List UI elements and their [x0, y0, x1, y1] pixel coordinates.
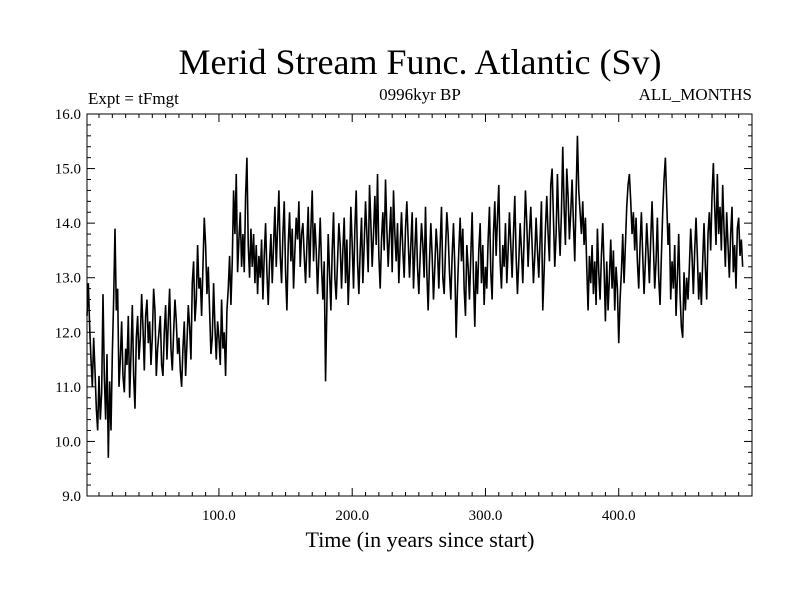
x-tick-label: 400.0	[602, 508, 636, 524]
x-tick-label: 200.0	[335, 508, 369, 524]
experiment-label: Expt = tFmgt	[88, 89, 179, 108]
y-tick-label: 13.0	[55, 271, 81, 287]
months-label: ALL_MONTHS	[639, 85, 752, 104]
chart-title: Merid Stream Func. Atlantic (Sv)	[179, 42, 662, 82]
y-tick-label: 15.0	[55, 162, 81, 178]
y-axis: 9.0 10.0 11.0 12.0 13.0 14.0 15.0 16.0	[55, 107, 752, 505]
plot-frame	[86, 113, 753, 497]
y-tick-label: 11.0	[55, 380, 81, 396]
y-tick-label: 9.0	[62, 489, 81, 505]
x-tick-label: 100.0	[202, 508, 236, 524]
period-label: 0996kyr BP	[379, 85, 461, 104]
y-tick-label: 10.0	[55, 434, 81, 450]
y-tick-label: 16.0	[55, 107, 81, 123]
y-tick-label: 12.0	[55, 325, 81, 341]
series-layer	[86, 135, 744, 458]
y-tick-label: 14.0	[55, 216, 81, 232]
series-line	[86, 135, 744, 458]
x-tick-label: 300.0	[469, 508, 503, 524]
x-axis-label: Time (in years since start)	[306, 527, 535, 552]
x-axis: 100.0 200.0 300.0 400.0	[98, 114, 740, 524]
